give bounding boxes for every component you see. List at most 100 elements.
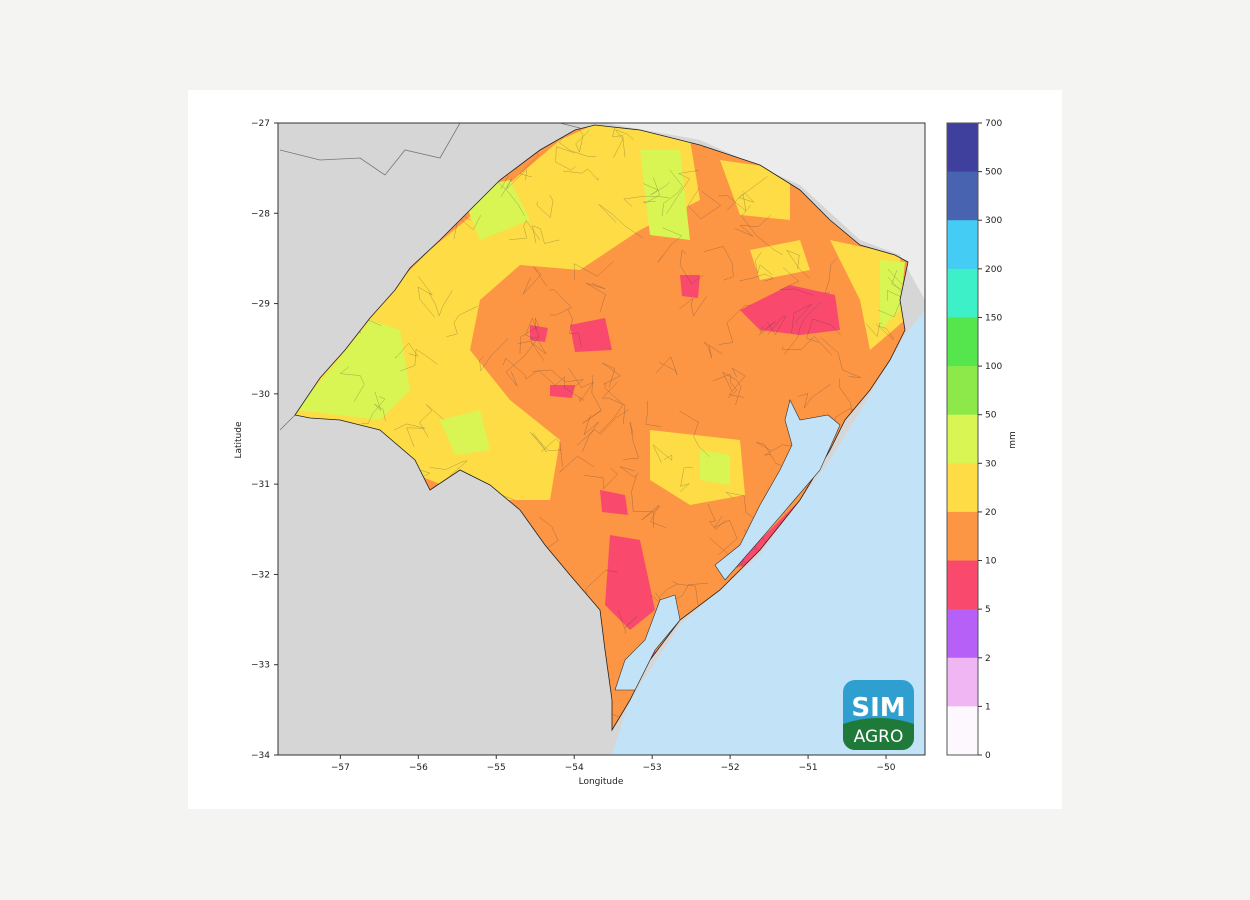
municipal-boundary bbox=[558, 127, 597, 157]
colorbar-swatch bbox=[947, 366, 978, 416]
colorbar-tick-label: 1 bbox=[985, 702, 991, 712]
colorbar-swatch bbox=[947, 511, 978, 562]
municipal-boundary bbox=[522, 266, 548, 295]
municipal-boundary bbox=[501, 169, 527, 197]
municipal-boundary bbox=[577, 409, 629, 446]
municipal-boundary bbox=[680, 467, 693, 492]
svg-text:SIM: SIM bbox=[851, 693, 905, 723]
municipal-boundary bbox=[806, 318, 841, 343]
municipal-boundary bbox=[612, 125, 626, 158]
colorbar-tick-label: 50 bbox=[985, 411, 997, 421]
municipal-boundary bbox=[567, 309, 582, 348]
colorbar-swatch bbox=[947, 463, 978, 513]
colorbar-tick-label: 700 bbox=[985, 119, 1002, 129]
colorbar-swatch bbox=[947, 220, 978, 270]
colorbar-tick-label: 20 bbox=[985, 508, 997, 518]
y-tick-label: −30 bbox=[251, 390, 270, 400]
municipal-boundary bbox=[679, 296, 707, 317]
municipal-boundary bbox=[738, 176, 768, 203]
municipal-boundary bbox=[525, 317, 540, 339]
municipal-boundary bbox=[619, 466, 639, 478]
state-outline bbox=[294, 124, 909, 732]
municipal-boundary bbox=[784, 301, 822, 355]
colorbar-swatch bbox=[947, 706, 978, 756]
municipal-boundary bbox=[505, 337, 539, 387]
municipal-boundary bbox=[601, 382, 626, 424]
municipal-boundary bbox=[756, 442, 792, 470]
x-tick-label: −50 bbox=[877, 763, 896, 773]
municipal-boundary bbox=[786, 249, 810, 279]
municipal-boundary bbox=[532, 369, 584, 390]
y-tick-label: −29 bbox=[251, 300, 270, 310]
municipal-boundary bbox=[655, 356, 678, 375]
colorbar-swatch bbox=[947, 171, 978, 221]
municipal-boundary bbox=[798, 383, 832, 409]
municipal-boundary bbox=[779, 267, 814, 296]
x-tick-label: −55 bbox=[487, 763, 506, 773]
municipal-boundary bbox=[555, 146, 576, 171]
municipal-boundary bbox=[741, 205, 783, 255]
municipal-boundary bbox=[713, 515, 738, 556]
municipal-boundary bbox=[704, 342, 723, 359]
municipal-boundary bbox=[509, 220, 541, 241]
municipal-boundary bbox=[820, 336, 861, 378]
municipal-boundary bbox=[679, 249, 704, 284]
x-axis-label: Longitude bbox=[579, 777, 624, 787]
x-tick-label: −51 bbox=[799, 763, 818, 773]
border-line bbox=[559, 123, 581, 129]
municipal-boundary bbox=[536, 195, 554, 218]
y-tick-label: −32 bbox=[251, 570, 270, 580]
x-tick-label: −54 bbox=[565, 763, 584, 773]
municipal-boundary bbox=[623, 421, 639, 460]
x-tick-label: −56 bbox=[409, 763, 428, 773]
colorbar-tick-label: 0 bbox=[985, 751, 991, 761]
municipal-boundary bbox=[519, 317, 539, 354]
municipal-boundary bbox=[372, 125, 398, 126]
y-axis-label: Latitude bbox=[234, 421, 244, 459]
municipal-boundary bbox=[824, 258, 837, 294]
municipal-boundary bbox=[679, 410, 710, 457]
municipal-boundary bbox=[755, 252, 773, 276]
colorbar-tick-label: 300 bbox=[985, 216, 1002, 226]
municipal-boundary bbox=[562, 168, 599, 181]
municipal-boundary bbox=[764, 444, 799, 456]
municipal-boundary bbox=[728, 367, 746, 398]
y-tick-label: −31 bbox=[251, 480, 270, 490]
municipal-boundary bbox=[661, 169, 683, 217]
municipal-boundary bbox=[517, 339, 547, 362]
colorbar-swatch bbox=[947, 609, 978, 659]
colorbar-tick-label: 5 bbox=[985, 605, 991, 615]
municipal-boundary bbox=[541, 438, 563, 467]
municipal-boundary bbox=[767, 315, 787, 336]
municipal-boundary bbox=[623, 196, 669, 207]
municipal-boundary bbox=[419, 404, 444, 438]
municipal-boundary bbox=[687, 188, 722, 220]
municipal-boundary bbox=[573, 261, 614, 280]
municipal-boundary bbox=[641, 504, 666, 528]
municipal-boundary bbox=[865, 322, 883, 338]
municipal-boundary bbox=[718, 305, 752, 345]
colorbar-tick-label: 10 bbox=[985, 557, 997, 567]
municipal-boundary bbox=[875, 323, 895, 340]
colorbar-tick-label: 200 bbox=[985, 265, 1002, 275]
x-axis: −57 −56 −55 −54 −53 −52 −51 −50 bbox=[331, 755, 896, 773]
municipal-boundary bbox=[573, 125, 590, 153]
municipal-boundary bbox=[429, 460, 468, 476]
municipal-boundary bbox=[598, 204, 643, 239]
municipal-boundary bbox=[707, 503, 726, 530]
municipal-boundary bbox=[734, 215, 772, 237]
y-tick-label: −34 bbox=[251, 751, 270, 761]
svg-text:AGRO: AGRO bbox=[854, 727, 904, 747]
lagoa-mirim bbox=[614, 594, 681, 691]
y-tick-label: −27 bbox=[251, 119, 270, 129]
y-tick-label: −33 bbox=[251, 661, 270, 671]
colorbar-tick-label: 30 bbox=[985, 459, 997, 469]
municipal-boundary bbox=[631, 475, 654, 529]
municipal-boundary bbox=[643, 181, 670, 196]
municipal-boundary bbox=[532, 225, 560, 244]
municipal-boundary bbox=[393, 423, 426, 447]
colorbar-swatch bbox=[947, 657, 978, 707]
municipal-boundary bbox=[739, 273, 774, 282]
